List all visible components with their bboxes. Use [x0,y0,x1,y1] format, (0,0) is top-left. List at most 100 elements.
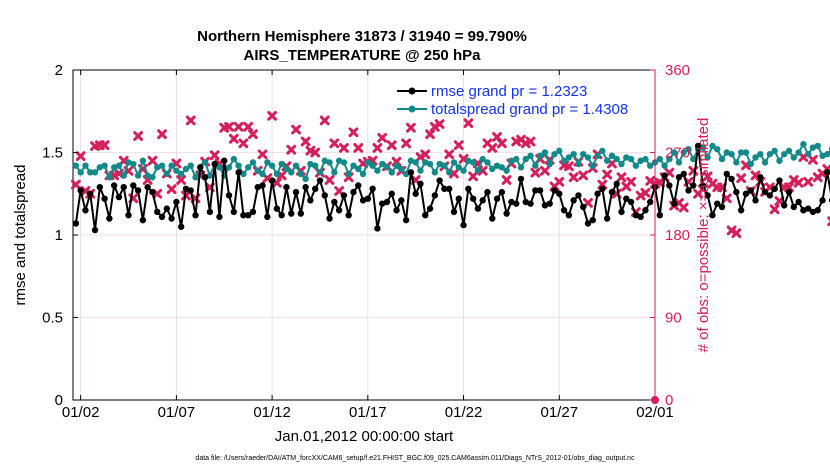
obs-marker-cross [300,136,311,147]
totalspread-series-point [77,169,84,176]
rmse-series-point [326,215,333,222]
obs-marker-cross [243,121,254,132]
totalspread-series-point [87,169,94,176]
rmse-series-point [134,187,142,194]
totalspread-series-point [450,159,458,166]
totalspread-series-point [460,167,467,174]
rmse-series-point [599,185,606,192]
rmse-series-point [206,208,214,216]
totalspread-series-point [484,159,491,166]
rmse-series-point [527,200,534,207]
rmse-series-point [402,216,410,224]
obs-assimilated-marker [563,161,574,172]
rmse-series-point [149,188,156,196]
rmse-series-point [187,187,194,194]
rmse-series-point [445,185,453,192]
rmse-series-point [192,212,199,219]
obs-marker-cross [784,182,794,193]
obs-marker-cross [386,140,397,151]
rmse-series-point [106,215,113,222]
rmse-series-point [398,197,405,204]
obs-marker-cross [736,173,747,184]
rmse-series-point [795,198,802,206]
totalspread-series-point [369,162,376,169]
obs-marker-cross [406,122,416,133]
rmse-series-point [144,183,151,191]
obs-marker-cross [540,165,550,176]
obs-marker-cross [626,176,636,187]
totalspread-series-point [244,164,252,171]
obs-assimilated-marker [626,176,636,187]
rmse-series-point [551,187,558,194]
obs-marker-cross [99,140,110,151]
rmse-series-point [436,177,443,184]
obs-marker-cross [319,115,330,126]
rmse-series-point [307,197,314,204]
rmse-series-point [742,190,750,197]
rmse-series-point [292,188,300,196]
rmse-series-point [484,188,491,196]
rmse-series-point [355,182,362,189]
obs-assimilated-marker [386,140,397,151]
obs-marker-cross [554,176,565,187]
rmse-series-point [96,183,104,191]
totalspread-series-point [790,154,797,161]
rmse-series-point [240,212,247,219]
totalspread-series-point [120,172,127,179]
totalspread-series-point [216,164,223,171]
rmse-series-point [388,190,395,197]
obs-marker-cross [463,118,474,129]
totalspread-series-point [101,162,108,169]
obs-marker-cross [176,175,187,185]
obs-assimilated-marker [176,175,187,185]
totalspread-series-point [670,149,678,156]
totalspread-series-point [761,159,769,166]
obs-marker-cross [166,184,177,195]
obs-assimilated-marker [487,143,498,153]
rmse-series-point [422,212,429,219]
obs-marker-cross [487,143,498,153]
totalspread-series-point [173,167,180,174]
chart-title-line1: Northern Hemisphere 31873 / 31940 = 99.7… [197,28,527,45]
y-left-tick-label: 1.5 [42,145,63,162]
rmse-series-point [790,203,797,211]
rmse-series-point [670,200,678,207]
y-axis-right-label: # of obs: o=possible; ×=assimilated [695,118,712,353]
obs-assimilated-marker [420,149,431,160]
rmse-series-point [283,183,290,191]
obs-assimilated-marker [530,167,541,178]
totalspread-series-point [182,165,190,173]
rmse-series-point [460,221,467,229]
totalspread-series-point [149,174,156,181]
obs-marker-cross [209,150,220,161]
totalspread-series-point [785,147,793,155]
rmse-series-point [221,157,228,164]
totalspread-series-point [690,155,697,163]
totalspread-series-point [273,170,281,178]
totalspread-series-point [278,160,285,168]
obs-assimilated-marker [602,169,613,180]
rmse-series-point [498,188,506,196]
obs-assimilated-marker [568,172,579,183]
totalspread-series-point [776,157,783,164]
rmse-series-point [623,195,630,202]
obs-assimilated-marker [808,154,818,165]
obs-marker-cross [224,121,234,132]
rmse-series-point [723,170,730,178]
obs-assimilated-marker [702,171,713,182]
totalspread-series-point [752,154,759,161]
totalspread-series-point [115,162,123,169]
obs-assimilated-marker [70,179,81,190]
obs-assimilated-marker [803,176,814,187]
rmse-series-point [685,187,692,194]
obs-marker-cross [228,133,239,144]
obs-marker-cross [444,149,455,160]
rmse-series-point [761,188,769,196]
rmse-series-point [771,185,778,192]
rmse-series-point [168,215,175,222]
totalspread-series-point [704,154,711,161]
rmse-series-point [211,160,218,168]
rmse-series-point [747,187,754,194]
obs-assimilated-marker [209,150,220,161]
totalspread-series-point [158,162,166,169]
